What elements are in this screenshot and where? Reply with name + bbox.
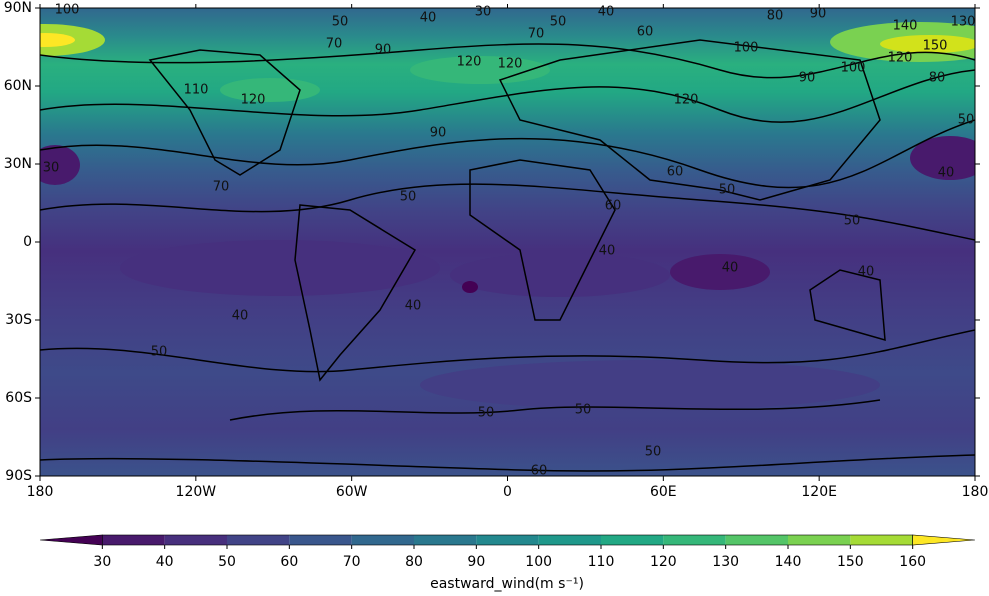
- y-tick-label: 0: [23, 234, 32, 250]
- colorbar-tick-label: 150: [837, 554, 864, 570]
- colorbar-tick-label: 30: [93, 554, 111, 570]
- contour-label: 50: [400, 190, 417, 205]
- contour-label: 30: [43, 161, 60, 176]
- x-tick-label: 180: [962, 484, 989, 500]
- x-tick-label: 120W: [176, 484, 217, 500]
- contour-label: 120: [674, 93, 699, 108]
- x-tick-label: 0: [503, 484, 512, 500]
- contour-label: 100: [55, 3, 80, 18]
- contour-label: 50: [719, 183, 736, 198]
- colorbar-segment: [601, 535, 664, 545]
- colorbar-tick-label: 90: [467, 554, 485, 570]
- contour-label: 60: [531, 464, 548, 479]
- contour-label: 50: [550, 15, 567, 30]
- colorbar-segment: [850, 535, 913, 545]
- y-tick-label: 90N: [4, 0, 32, 16]
- colorbar-tick-label: 40: [156, 554, 174, 570]
- contour-label: 90: [799, 71, 816, 86]
- colorbar-tick-label: 50: [218, 554, 236, 570]
- contour-label: 130: [951, 15, 976, 30]
- y-tick-label: 30S: [5, 312, 32, 328]
- contour-label: 120: [888, 51, 913, 66]
- colorbar-extend-high: [912, 534, 976, 546]
- contour-label: 140: [893, 19, 918, 34]
- y-tick-label: 30N: [4, 156, 32, 172]
- contour-label: 110: [184, 83, 209, 98]
- colorbar-tick-label: 70: [343, 554, 361, 570]
- contour-label: 60: [667, 165, 684, 180]
- contour-label: 50: [958, 113, 975, 128]
- contour-label: 70: [213, 180, 230, 195]
- contour-label: 40: [420, 11, 437, 26]
- contour-label: 50: [478, 406, 495, 421]
- contour-label: 60: [637, 25, 654, 40]
- contour-label: 70: [326, 37, 343, 52]
- x-tick-label: 60W: [336, 484, 368, 500]
- contour-label: 50: [844, 214, 861, 229]
- contour-label: 40: [405, 299, 422, 314]
- colorbar-tick-label: 140: [775, 554, 802, 570]
- colorbar-segment: [788, 535, 851, 545]
- colorbar-segment: [102, 535, 165, 545]
- x-tick-label: 120E: [801, 484, 837, 500]
- colorbar-tick-label: 110: [588, 554, 615, 570]
- contour-label: 80: [929, 71, 946, 86]
- y-tick-label: 90S: [5, 468, 32, 484]
- wind-field: [40, 8, 975, 476]
- contour-label: 100: [841, 61, 866, 76]
- colorbar-frame: [102, 534, 913, 546]
- colorbar-tick-label: 100: [525, 554, 552, 570]
- colorbar-segment: [663, 535, 726, 545]
- contour-label: 40: [938, 166, 955, 181]
- contour-label: 120: [498, 57, 523, 72]
- contour-label: 30: [475, 5, 492, 20]
- contour-label: 120: [457, 55, 482, 70]
- y-tick-label: 60N: [4, 78, 32, 94]
- contour-label: 40: [722, 261, 739, 276]
- contour-label: 150: [923, 39, 948, 54]
- colorbar-segment: [538, 535, 601, 545]
- colorbar-segment: [414, 535, 477, 545]
- colorbar-segment: [351, 535, 414, 545]
- contour-label: 100: [734, 41, 759, 56]
- colorbar-tick-label: 160: [899, 554, 926, 570]
- contour-label: 40: [232, 309, 249, 324]
- contour-label: 50: [575, 403, 592, 418]
- contour-label: 90: [375, 43, 392, 58]
- colorbar-segment: [289, 535, 352, 545]
- colorbar-tick-label: 80: [405, 554, 423, 570]
- colorbar-segment: [227, 535, 290, 545]
- colorbar-tick-label: 60: [280, 554, 298, 570]
- contour-label: 40: [599, 244, 616, 259]
- contour-label: 40: [858, 265, 875, 280]
- contour-label: 50: [645, 445, 662, 460]
- contour-label: 50: [151, 345, 168, 360]
- y-tick-label: 60S: [5, 390, 32, 406]
- contour-label: 120: [241, 93, 266, 108]
- contour-label: 90: [810, 7, 827, 22]
- colorbar-tick-label: 120: [650, 554, 677, 570]
- x-tick-label: 60E: [650, 484, 677, 500]
- contour-label: 70: [528, 27, 545, 42]
- colorbar-tick-label: 130: [712, 554, 739, 570]
- colorbar-segment: [476, 535, 539, 545]
- colorbar-extend-low: [39, 534, 103, 546]
- colorbar-segment: [164, 535, 227, 545]
- colorbar-label: eastward_wind(m s⁻¹): [430, 576, 584, 592]
- colorbar-segment: [725, 535, 788, 545]
- contour-label: 40: [598, 5, 615, 20]
- contour-label: 60: [605, 199, 622, 214]
- x-tick-label: 180: [27, 484, 54, 500]
- contour-label: 50: [332, 15, 349, 30]
- contour-label: 90: [430, 126, 447, 141]
- contour-label: 80: [767, 9, 784, 24]
